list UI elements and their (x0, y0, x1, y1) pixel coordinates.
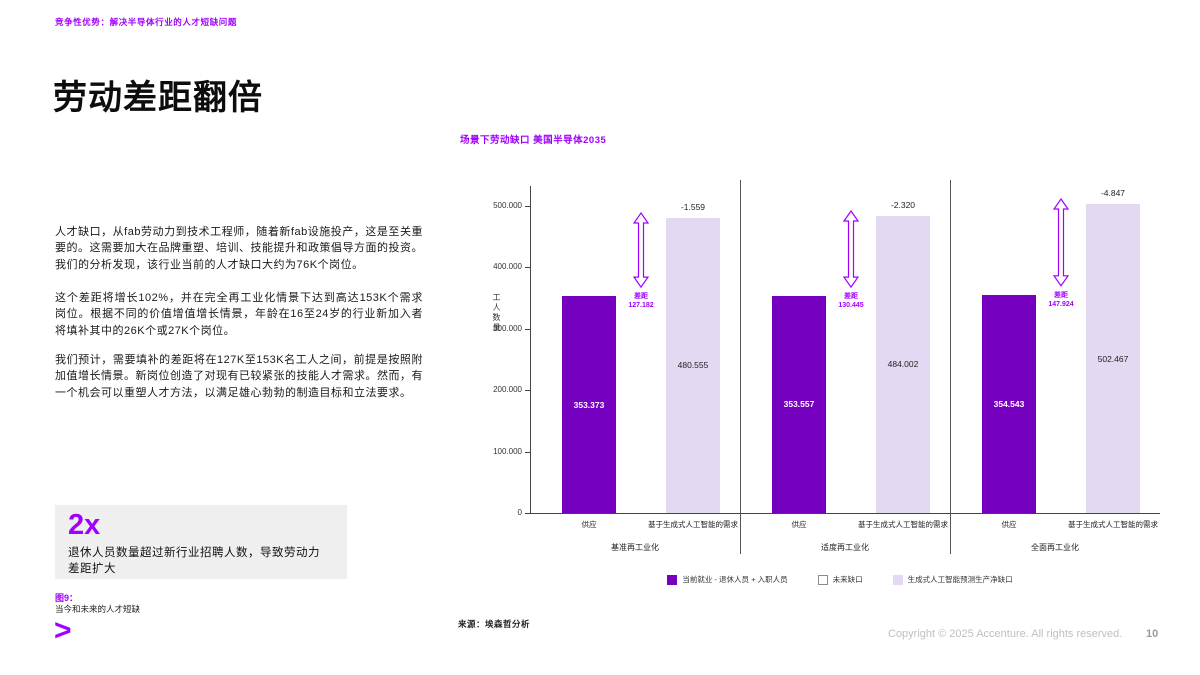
y-tick-label: 300.000 (493, 323, 522, 333)
bar-top-label: -2.320 (890, 199, 916, 210)
bar-value-label: 353.557 (783, 399, 815, 410)
accenture-logo-icon: > (54, 614, 72, 647)
group-divider (950, 180, 951, 554)
x-axis-label-demand: 基于生成式人工智能的需求 (1068, 520, 1158, 529)
body-paragraph: 这个差距将增长102%，并在完全再工业化情景下达到高达153K个需求岗位。根据不… (55, 292, 423, 337)
stat-value: 2x (68, 509, 101, 541)
y-axis-line (530, 186, 531, 513)
figure-caption: 当今和未来的人才短缺 (55, 604, 141, 614)
x-axis-label-supply: 供应 (581, 520, 597, 529)
bar-demand (666, 217, 720, 513)
bar-value-label: 353.373 (573, 399, 605, 410)
figure-label: 图9： (55, 593, 79, 603)
bar-supply (772, 295, 826, 513)
gap-label: 差距 127.182 (628, 293, 654, 310)
y-tick-label: 0 (517, 508, 522, 517)
gap-arrow-icon (842, 209, 860, 288)
legend-item: 当前就业 - 退休人员 + 入职人员 (667, 574, 788, 585)
bar-value-label: 484.002 (887, 359, 919, 370)
chart-legend: 当前就业 - 退休人员 + 入职人员 未来缺口 生成式人工智能预测生产净缺口 (515, 574, 1165, 585)
y-tick-label: 100.000 (493, 446, 522, 456)
bar-supply (982, 295, 1036, 513)
y-tick-label: 200.000 (493, 385, 522, 395)
legend-label: 未来缺口 (832, 575, 863, 584)
chart-source-note: 来源：埃森哲分析 (458, 619, 531, 629)
bar-top-label: -1.559 (680, 201, 706, 212)
bar-supply (562, 296, 616, 513)
legend-swatch (892, 574, 903, 585)
copyright-text: Copyright © 2025 Accenture. All rights r… (888, 628, 1123, 640)
y-axis-title: 工人数量 (492, 293, 501, 333)
gap-label: 差距 147.924 (1048, 292, 1074, 309)
bar-value-label: 354.543 (993, 399, 1025, 410)
legend-swatch (667, 574, 678, 585)
group-label: 适度再工业化 (821, 543, 869, 552)
legend-swatch (817, 574, 828, 585)
chart-title: 场景下劳动缺口 美国半导体2035 (460, 135, 607, 146)
x-axis-line (530, 513, 1160, 514)
gap-arrow-icon (1052, 198, 1070, 288)
x-axis-label-demand: 基于生成式人工智能的需求 (858, 520, 948, 529)
bar-value-label: 502.467 (1097, 353, 1129, 364)
legend-label: 生成式人工智能预测生产净缺口 (907, 575, 1013, 584)
x-axis-label-supply: 供应 (791, 520, 807, 529)
page-title: 劳动差距翻倍 (53, 79, 263, 117)
group-divider (740, 180, 741, 554)
stat-callout-box: 2x 退休人员数量超过新行业招聘人数，导致劳动力差距扩大 (55, 505, 347, 579)
y-tick-label: 400.000 (493, 262, 522, 272)
bar-value-label: 480.555 (677, 360, 709, 371)
y-tick-mark (525, 328, 530, 330)
stat-description: 退休人员数量超过新行业招聘人数，导致劳动力差距扩大 (68, 547, 320, 576)
x-axis-label-supply: 供应 (1001, 520, 1017, 529)
bar-demand (876, 215, 930, 513)
body-paragraph: 我们预计，需要填补的差距将在127K至153K名工人之间，前提是按照附加值增长情… (55, 354, 423, 399)
y-tick-mark (525, 206, 530, 207)
gap-label: 差距 130.445 (838, 292, 864, 309)
legend-item: 未来缺口 (817, 574, 863, 585)
group-label: 基准再工业化 (611, 543, 659, 552)
legend-item: 生成式人工智能预测生产净缺口 (892, 574, 1013, 585)
gap-arrow-icon (632, 211, 650, 289)
legend-label: 当前就业 - 退休人员 + 入职人员 (682, 575, 788, 584)
x-axis-label-demand: 基于生成式人工智能的需求 (648, 520, 738, 529)
y-tick-mark (525, 267, 530, 269)
group-label: 全面再工业化 (1031, 543, 1079, 552)
slide-tagline: 竞争性优势：解决半导体行业的人才短缺问题 (55, 17, 238, 27)
page-number: 10 (1146, 628, 1159, 640)
bar-top-label: -4.847 (1100, 188, 1126, 199)
y-tick-mark (525, 513, 530, 514)
bar-chart: 场景下劳动缺口 美国半导体2035 工人数量 当前就业 - 退休人员 + 入职人… (455, 128, 1170, 598)
y-tick-mark (525, 451, 530, 453)
bar-demand (1086, 204, 1140, 513)
body-paragraph: 人才缺口，从fab劳动力到技术工程师，随着新fab设施投产，这是至关重要的。这需… (55, 226, 423, 271)
y-tick-label: 500.000 (493, 201, 522, 210)
y-tick-mark (525, 390, 530, 392)
